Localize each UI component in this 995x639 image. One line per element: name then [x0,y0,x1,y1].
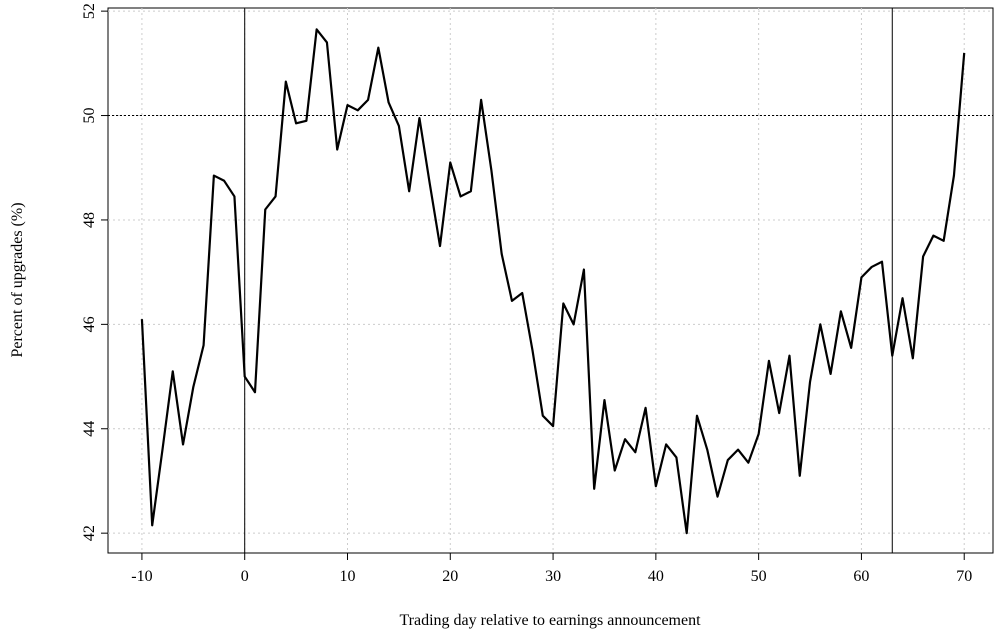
y-tick-label: 44 [81,421,98,437]
x-tick-label: 30 [545,568,561,585]
x-tick-label: 0 [241,568,249,585]
x-tick-label: 50 [751,568,767,585]
y-tick-label: 42 [81,525,98,541]
x-axis-label: Trading day relative to earnings announc… [399,612,701,629]
y-tick-label: 46 [81,316,98,332]
x-tick-label: 10 [339,568,355,585]
y-axis-label: Percent of upgrades (%) [9,202,26,357]
plot-frame [107,7,994,554]
x-tick-label: 40 [648,568,664,585]
data-line [140,28,966,535]
x-tick-label: 20 [442,568,458,585]
x-tick-label: 70 [956,568,972,585]
y-tick-label: 52 [81,3,98,19]
x-tick-label: -10 [131,568,152,585]
y-tick-label: 50 [81,108,98,124]
x-tick-label: 60 [853,568,869,585]
y-tick-label: 48 [81,212,98,228]
